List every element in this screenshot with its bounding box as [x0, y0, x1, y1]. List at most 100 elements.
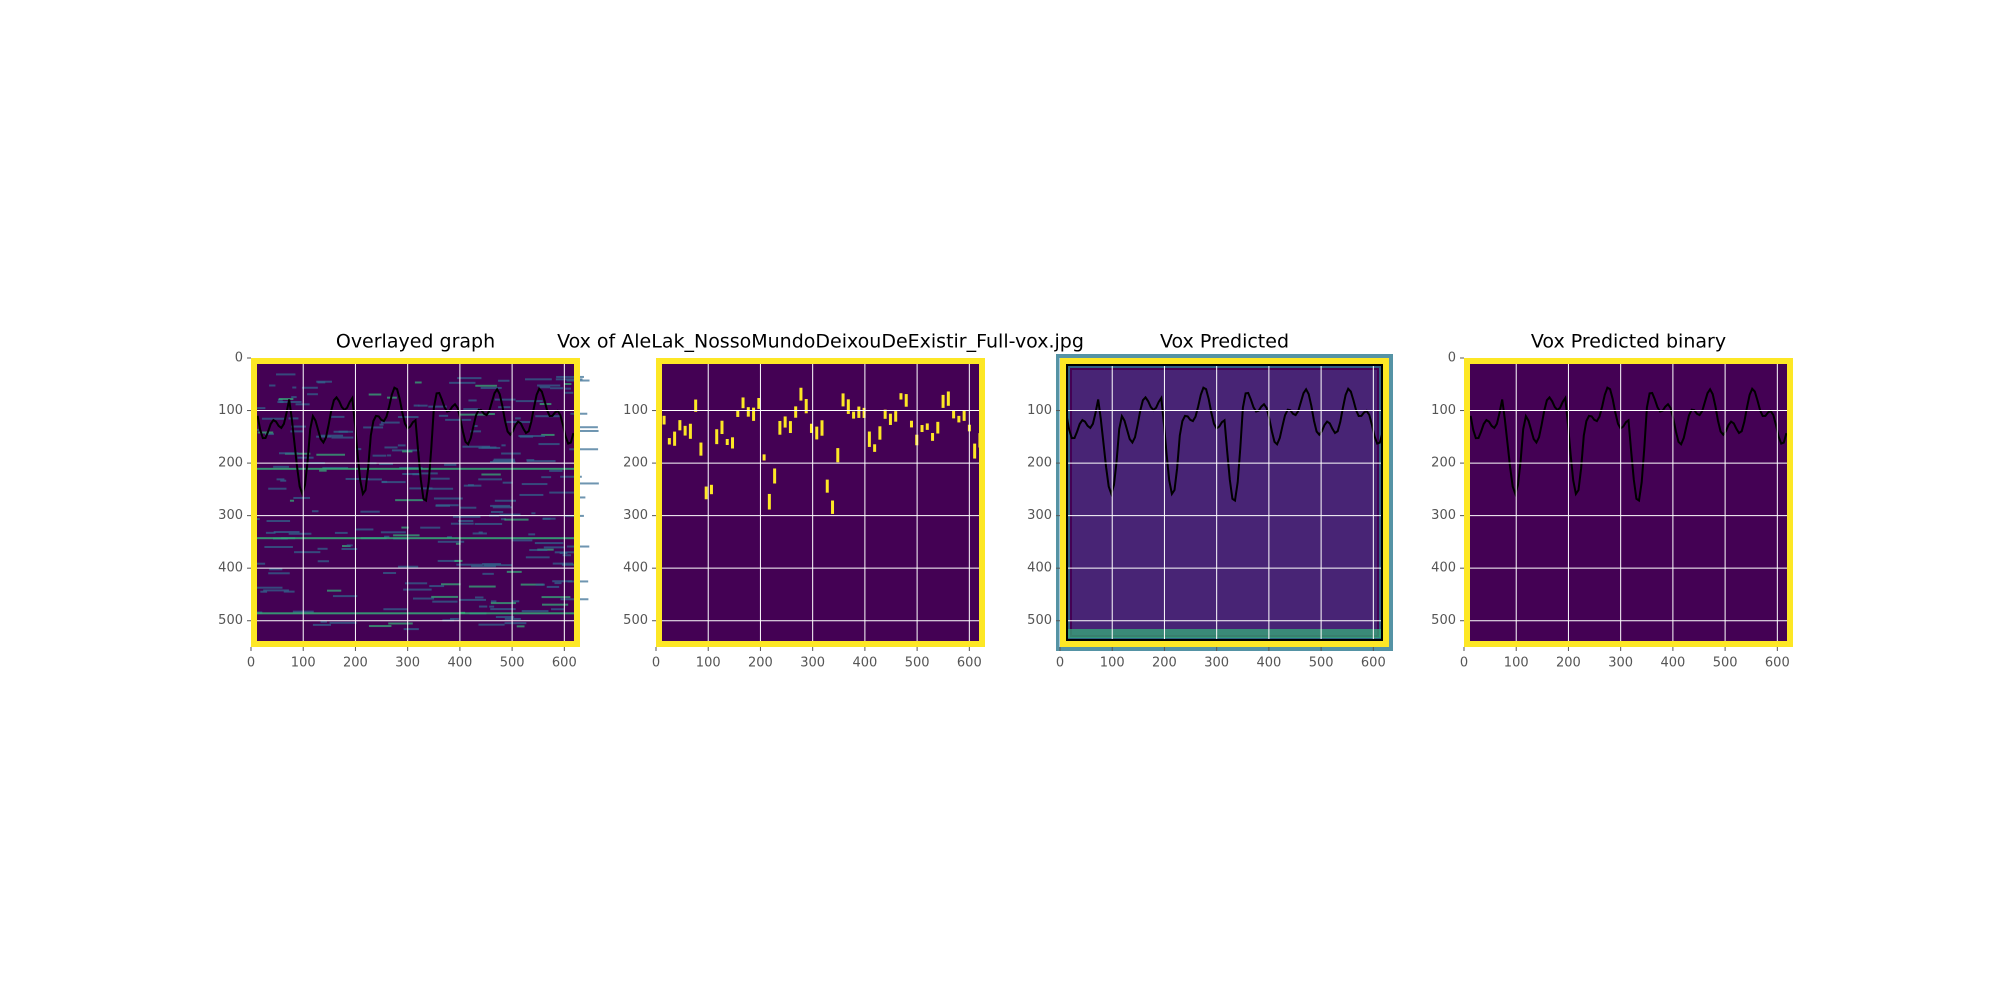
texture [276, 373, 296, 376]
y-tick-label: 300 [623, 508, 648, 523]
texture [490, 504, 511, 507]
texture [556, 375, 584, 378]
speck [836, 448, 840, 463]
texture [257, 431, 274, 434]
texture [261, 417, 285, 420]
speck [973, 443, 977, 459]
texture [453, 515, 481, 518]
y-tick-label: 400 [1431, 561, 1456, 576]
texture [471, 565, 496, 568]
texture [263, 589, 289, 592]
texture [404, 582, 428, 585]
texture [301, 386, 318, 389]
texture [542, 517, 551, 520]
x-tick-label: 500 [500, 656, 525, 671]
texture [311, 510, 319, 513]
panel [250, 357, 599, 647]
texture [295, 403, 310, 406]
texture [455, 542, 461, 545]
texture [493, 458, 515, 461]
x-tick-label: 0 [652, 656, 660, 671]
panel [655, 358, 985, 647]
texture [444, 463, 457, 466]
texture [456, 563, 483, 566]
contour [256, 386, 575, 503]
texture [549, 491, 575, 494]
speck [957, 415, 961, 423]
speck [841, 393, 845, 407]
texture [450, 522, 474, 525]
speck [820, 420, 824, 436]
texture [498, 379, 510, 382]
speck [683, 425, 687, 436]
speck [952, 410, 956, 419]
texture [478, 605, 488, 608]
texture [480, 386, 502, 389]
texture [458, 519, 474, 522]
texture [368, 625, 392, 628]
texture [521, 483, 548, 486]
texture [484, 564, 512, 567]
speck [825, 479, 829, 493]
texture [327, 589, 342, 592]
texture [316, 453, 345, 456]
texture [383, 572, 397, 575]
texture [537, 384, 561, 387]
texture [341, 548, 358, 551]
texture [379, 423, 384, 426]
texture [255, 518, 260, 521]
image-bottom-band [1066, 629, 1383, 638]
texture [481, 473, 501, 476]
x-tick-label: 300 [1608, 656, 1633, 671]
texture [428, 405, 447, 408]
texture [490, 602, 516, 605]
texture [492, 506, 513, 509]
x-tick-label: 100 [1504, 656, 1529, 671]
texture [560, 475, 582, 478]
texture [360, 510, 380, 513]
x-tick-label: 200 [1152, 656, 1177, 671]
speck [757, 397, 761, 409]
texture [268, 487, 287, 490]
speck [746, 407, 750, 417]
y-tick-label: 500 [1431, 613, 1456, 628]
texture [535, 415, 561, 418]
texture [549, 469, 563, 472]
texture [384, 446, 398, 449]
x-tick-label: 300 [395, 656, 420, 671]
texture [429, 585, 445, 588]
texture [518, 435, 546, 438]
texture [526, 460, 556, 463]
texture [529, 549, 548, 552]
texture [381, 481, 406, 484]
contour [1065, 386, 1384, 503]
texture [430, 477, 450, 480]
x-tick-label: 500 [1713, 656, 1738, 671]
x-tick-label: 600 [957, 656, 982, 671]
speck [688, 423, 692, 439]
texture [307, 393, 318, 396]
texture [297, 456, 314, 459]
texture [412, 473, 421, 476]
texture [578, 482, 599, 485]
texture [379, 462, 394, 465]
x-tick-label: 100 [696, 656, 721, 671]
x-tick-label: 600 [1361, 656, 1386, 671]
x-tick-label: 0 [247, 656, 255, 671]
speck [867, 431, 871, 447]
texture [482, 572, 494, 575]
texture [569, 448, 599, 451]
texture [490, 600, 497, 603]
panel-title: Overlayed graph [336, 331, 495, 353]
texture [317, 381, 326, 384]
image-frame [1464, 358, 1793, 647]
speck [773, 468, 777, 484]
speck [804, 399, 808, 414]
texture [316, 435, 332, 438]
x-tick-label: 400 [447, 656, 472, 671]
texture [450, 617, 459, 620]
texture [345, 477, 369, 480]
texture [564, 391, 574, 394]
texture [418, 404, 428, 407]
